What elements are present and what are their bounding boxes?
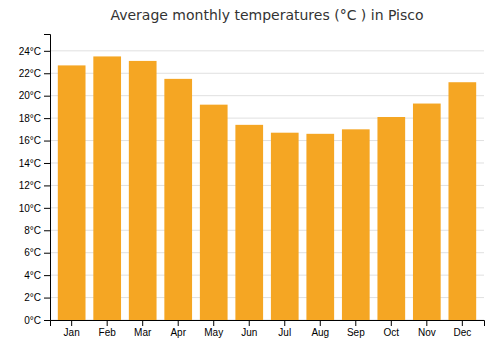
y-axis: 0°C 2°C 4°C 6°C 8°C 10°C 12°C 14°C 16°C 18°C 20°C 2…: [19, 35, 51, 326]
y-tick-mark: [44, 230, 50, 231]
y-tick-label: 14°C: [19, 158, 41, 169]
x-tick-label: Mar: [134, 327, 152, 338]
x-tick-label: Dec: [453, 327, 471, 338]
x-tick-label: May: [204, 327, 223, 338]
x-tick-label: Sep: [347, 327, 365, 338]
x-tick: Apr: [170, 320, 186, 338]
y-tick-mark: [44, 208, 50, 209]
bar: [164, 79, 192, 320]
y-tick: 24°C: [19, 46, 50, 57]
x-tick: Sep: [347, 320, 365, 338]
bar: [342, 129, 370, 320]
y-tick-mark: [44, 320, 50, 321]
x-tick-label: Apr: [170, 327, 186, 338]
y-tick-label: 8°C: [24, 225, 41, 236]
y-tick-label: 16°C: [19, 135, 41, 146]
bar: [448, 82, 476, 320]
y-tick-label: 6°C: [24, 247, 41, 258]
grid: [50, 51, 484, 320]
y-tick: 0°C: [24, 315, 50, 326]
y-tick: 16°C: [19, 135, 50, 146]
bar: [129, 61, 157, 320]
x-tick-label: Aug: [311, 327, 329, 338]
bar: [306, 134, 334, 320]
x-tick: Mar: [134, 320, 152, 338]
bar: [377, 117, 405, 320]
x-axis-line: [51, 321, 485, 327]
y-tick-label: 12°C: [19, 180, 41, 191]
x-tick-mark: [355, 320, 356, 326]
x-tick: Nov: [418, 320, 436, 338]
bar: [235, 125, 263, 320]
x-tick-label: Jul: [278, 327, 291, 338]
y-tick-label: 24°C: [19, 46, 41, 57]
x-tick-label: Oct: [384, 327, 400, 338]
y-tick: 18°C: [19, 113, 50, 124]
y-tick-label: 2°C: [24, 292, 41, 303]
x-tick-label: Nov: [418, 327, 436, 338]
x-tick: Jan: [64, 320, 80, 338]
y-tick-mark: [44, 185, 50, 186]
y-tick-label: 10°C: [19, 203, 41, 214]
y-tick-mark: [44, 118, 50, 119]
y-tick-mark: [44, 73, 50, 74]
x-tick-label: Jun: [241, 327, 257, 338]
x-tick: Jul: [278, 320, 291, 338]
bar: [58, 65, 86, 320]
plot: 0°C 2°C 4°C 6°C 8°C 10°C 12°C 14°C 16°C 18°C 20°C 2…: [19, 35, 485, 339]
x-tick-mark: [213, 320, 214, 326]
x-tick-mark: [391, 320, 392, 326]
x-tick-mark: [178, 320, 179, 326]
y-tick-mark: [44, 141, 50, 142]
x-tick-mark: [284, 320, 285, 326]
x-tick-mark: [426, 320, 427, 326]
y-tick: 6°C: [24, 247, 50, 258]
y-tick: 4°C: [24, 270, 50, 281]
y-tick-mark: [44, 163, 50, 164]
y-tick: 14°C: [19, 158, 50, 169]
y-tick-label: 18°C: [19, 113, 41, 124]
y-tick-mark: [44, 51, 50, 52]
x-tick-mark: [320, 320, 321, 326]
x-tick-mark: [462, 320, 463, 326]
y-tick: 20°C: [19, 90, 50, 101]
bar: [93, 56, 121, 320]
y-tick-mark: [44, 253, 50, 254]
x-tick: Aug: [311, 320, 329, 338]
grid-line: [50, 50, 484, 51]
x-tick-label: Feb: [99, 327, 117, 338]
x-tick-mark: [142, 320, 143, 326]
y-tick-label: 20°C: [19, 90, 41, 101]
y-tick: 8°C: [24, 225, 50, 236]
x-tick: Jun: [241, 320, 257, 338]
y-tick-label: 4°C: [24, 270, 41, 281]
x-tick-label: Jan: [64, 327, 80, 338]
x-tick: Feb: [99, 320, 117, 338]
y-tick: 12°C: [19, 180, 50, 191]
y-axis-line: [44, 35, 51, 321]
chart: 0°C 2°C 4°C 6°C 8°C 10°C 12°C 14°C 16°C 18°C 20°C 2…: [0, 0, 500, 350]
x-tick: Oct: [384, 320, 400, 338]
x-tick: May: [204, 320, 223, 338]
y-tick: 22°C: [19, 68, 50, 79]
y-tick-mark: [44, 298, 50, 299]
bars: [58, 56, 476, 320]
x-axis: Jan Feb Mar Apr May Jun Jul Aug Sep Oct Nov Dec: [51, 320, 485, 338]
y-tick-label: 22°C: [19, 68, 41, 79]
y-tick-mark: [44, 275, 50, 276]
y-tick: 2°C: [24, 292, 50, 303]
bar: [413, 104, 441, 320]
y-tick-mark: [44, 96, 50, 97]
title: Average monthly temperatures (°C ) in Pi…: [110, 7, 423, 23]
y-tick: 10°C: [19, 203, 50, 214]
bar: [200, 105, 228, 320]
bar: [271, 133, 299, 320]
x-tick-mark: [249, 320, 250, 326]
x-tick: Dec: [453, 320, 471, 338]
x-tick-mark: [107, 320, 108, 326]
x-tick-mark: [71, 320, 72, 326]
y-tick-label: 0°C: [24, 315, 41, 326]
